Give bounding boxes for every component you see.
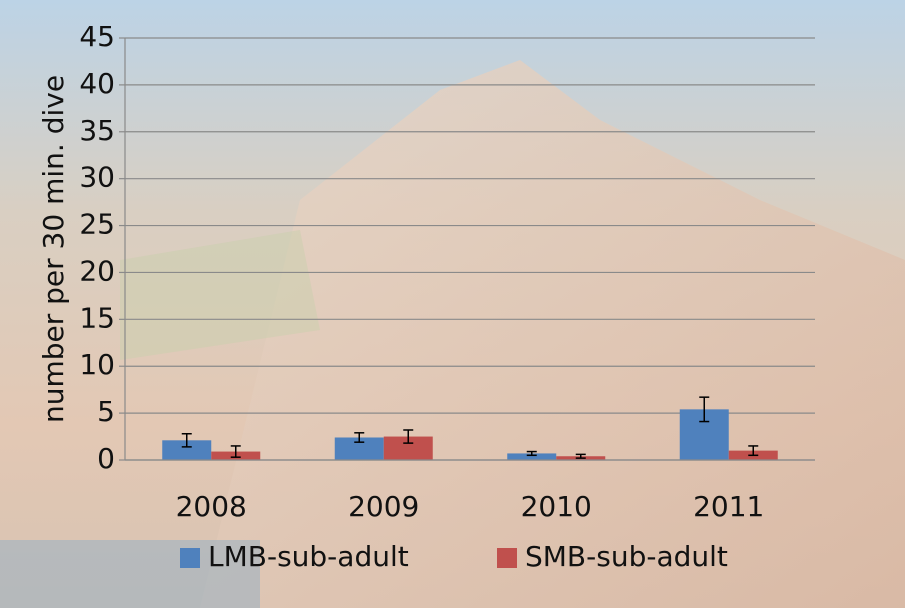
y-axis-title: number per 30 min. dive (37, 75, 70, 423)
x-tick-label: 2010 (521, 490, 592, 523)
error-bar (230, 445, 241, 458)
legend-label: LMB-sub-adult (208, 540, 409, 573)
legend-swatch (497, 548, 517, 568)
error-bar (699, 396, 710, 423)
error-bar (403, 429, 414, 444)
error-bar (575, 453, 586, 459)
error-bar (181, 432, 192, 448)
y-tick-label: 0 (97, 442, 115, 475)
y-tick-label: 25 (79, 208, 115, 241)
legend-label: SMB-sub-adult (525, 540, 728, 573)
error-bar (354, 432, 365, 443)
y-tick-label: 10 (79, 348, 115, 381)
legend-swatch (180, 548, 200, 568)
bar (383, 436, 433, 460)
bar (334, 437, 384, 460)
y-tick-label: 35 (79, 114, 115, 147)
bar (162, 440, 212, 460)
background-hill (120, 230, 320, 360)
error-bar (748, 445, 759, 457)
background-water (0, 540, 260, 608)
y-tick-label: 30 (79, 161, 115, 194)
y-tick-label: 45 (79, 20, 115, 53)
error-bar (526, 450, 537, 457)
y-tick-label: 15 (79, 301, 115, 334)
background-rock (200, 60, 905, 608)
x-tick-label: 2011 (693, 490, 764, 523)
bar (507, 453, 557, 460)
x-tick-label: 2009 (348, 490, 419, 523)
y-tick-label: 20 (79, 254, 115, 287)
x-tick-label: 2008 (176, 490, 247, 523)
y-tick-label: 5 (97, 395, 115, 428)
y-tick-label: 40 (79, 67, 115, 100)
